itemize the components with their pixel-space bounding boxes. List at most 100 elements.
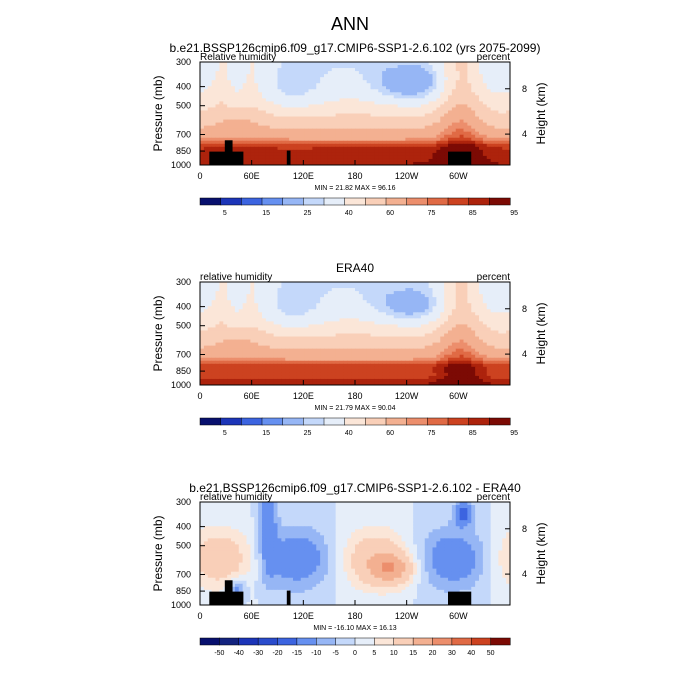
heatmap-cell — [378, 336, 383, 340]
heatmap-cell — [374, 282, 379, 286]
heatmap-cell — [471, 303, 476, 307]
heatmap-cell — [494, 315, 499, 319]
heatmap-cell — [366, 294, 371, 298]
heatmap-cell — [351, 110, 356, 114]
heatmap-cell — [269, 339, 275, 343]
heatmap-cell — [242, 104, 247, 108]
heatmap-cell — [378, 80, 383, 84]
heatmap-cell — [289, 300, 294, 304]
heatmap-cell — [475, 321, 480, 325]
heatmap-cell — [296, 161, 302, 166]
heatmap-cell — [335, 146, 340, 151]
heatmap-cell — [331, 333, 337, 337]
heatmap-cell — [428, 149, 433, 154]
heatmap-cell — [281, 155, 286, 160]
heatmap-cell — [327, 315, 333, 319]
heatmap-cell — [273, 140, 278, 145]
heatmap-cell — [436, 107, 441, 111]
heatmap-cell — [339, 312, 344, 316]
heatmap-cell — [362, 351, 368, 356]
heatmap-cell — [405, 333, 410, 337]
heatmap-cell — [417, 336, 422, 340]
heatmap-cell — [490, 68, 495, 72]
heatmap-cell — [207, 89, 213, 93]
heatmap-cell — [215, 321, 220, 325]
heatmap-cell — [285, 345, 290, 350]
heatmap-cell — [327, 339, 333, 343]
heatmap-cell — [401, 107, 406, 111]
heatmap-cell — [203, 152, 209, 157]
heatmap-cell — [254, 303, 259, 307]
heatmap-cell — [231, 65, 236, 69]
heatmap-cell — [250, 348, 255, 353]
heatmap-cell — [223, 282, 228, 286]
heatmap-cell — [374, 140, 379, 145]
heatmap-cell — [417, 77, 422, 81]
heatmap-cell — [223, 89, 228, 93]
heatmap-cell — [506, 101, 511, 105]
heatmap-cell — [355, 324, 360, 328]
heatmap-cell — [463, 303, 468, 307]
heatmap-cell — [211, 98, 216, 102]
heatmap-cell — [494, 140, 499, 145]
heatmap-cell — [494, 62, 499, 66]
heatmap-cell — [355, 125, 360, 130]
heatmap-cell — [277, 74, 282, 78]
heatmap-cell — [281, 89, 286, 93]
heatmap-cell — [448, 333, 453, 337]
heatmap-cell — [405, 354, 410, 359]
heatmap-cell — [285, 327, 290, 331]
heatmap-cell — [242, 342, 247, 347]
heatmap-cell — [498, 348, 503, 353]
heatmap-cell — [215, 297, 220, 301]
heatmap-cell — [277, 291, 282, 295]
heatmap-cell — [277, 98, 282, 102]
heatmap-cell — [355, 342, 360, 347]
heatmap-cell — [467, 282, 472, 286]
heatmap-cell — [405, 146, 410, 151]
heatmap-cell — [490, 113, 495, 117]
heatmap-cell — [281, 345, 286, 350]
heatmap-cell — [343, 86, 348, 90]
heatmap-cell — [490, 348, 495, 353]
heatmap-cell — [479, 110, 484, 114]
heatmap-cell — [455, 110, 461, 114]
heatmap-cell — [211, 110, 216, 114]
heatmap-cell — [374, 360, 379, 365]
heatmap-cell — [374, 158, 379, 163]
heatmap-cell — [262, 354, 267, 359]
heatmap-cell — [463, 119, 468, 123]
heatmap-cell — [471, 119, 476, 123]
heatmap-cell — [448, 65, 453, 69]
heatmap-cell — [405, 71, 410, 75]
heatmap-cell — [300, 113, 306, 117]
heatmap-cell — [269, 345, 275, 350]
heatmap-cell — [436, 357, 441, 362]
heatmap-cell — [281, 303, 286, 307]
heatmap-cell — [219, 80, 224, 84]
heatmap-cell — [347, 116, 352, 120]
heatmap-cell — [320, 327, 325, 331]
heatmap-cell — [234, 104, 240, 108]
heatmap-cell — [455, 125, 461, 130]
heatmap-cell — [428, 71, 433, 75]
heatmap-cell — [327, 116, 333, 120]
heatmap-cell — [355, 321, 360, 325]
heatmap-cell — [254, 330, 259, 334]
heatmap-cell — [281, 92, 286, 96]
heatmap-cell — [409, 336, 414, 340]
heatmap-cell — [324, 336, 329, 340]
heatmap-cell — [312, 122, 317, 127]
heatmap-cell — [200, 101, 205, 105]
heatmap-cell — [498, 65, 503, 69]
heatmap-cell — [347, 101, 352, 105]
heatmap-cell — [304, 306, 309, 310]
heatmap-cell — [420, 113, 426, 117]
heatmap-cell — [467, 83, 472, 87]
heatmap-cell — [215, 333, 220, 337]
heatmap-cell — [355, 119, 360, 123]
heatmap-cell — [200, 71, 205, 75]
heatmap-cell — [393, 107, 399, 111]
heatmap-cell — [203, 68, 209, 72]
heatmap-cell — [479, 65, 484, 69]
